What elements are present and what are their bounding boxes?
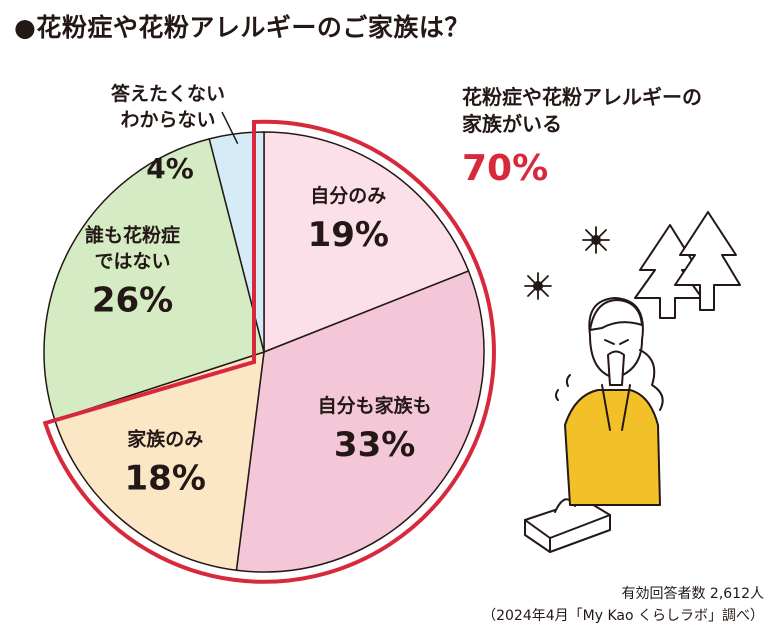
footer-note: 有効回答者数 2,612人 （2024年4月「My Kao くらしラボ」調べ）	[482, 583, 764, 627]
slice-value-label: 33%	[334, 425, 415, 465]
slice-name-label: わからない	[120, 109, 215, 131]
pollen-icon	[533, 235, 601, 291]
tree-icon	[634, 211, 741, 319]
slice-name-label: ではない	[95, 251, 171, 273]
callout-text: 花粉症や花粉アレルギーの 家族がいる	[462, 84, 762, 138]
slice-value-label: 4%	[146, 152, 194, 185]
slice-name-label: 自分も家族も	[318, 394, 432, 417]
slice-self-and-family	[235, 270, 485, 573]
slice-value-label: 19%	[308, 215, 389, 255]
callout-text-line2: 家族がいる	[462, 112, 562, 136]
slice-name-label: 答えたくない	[111, 82, 225, 105]
slice-value-label: 18%	[125, 458, 206, 498]
pie-slices	[43, 131, 485, 573]
slice-name-label: 家族のみ	[127, 427, 203, 450]
source-text: （2024年4月「My Kao くらしラボ」調べ）	[482, 608, 764, 624]
tissue-box-icon	[524, 498, 611, 553]
slice-name-label: 誰も花粉症	[85, 224, 180, 247]
highlight-outline	[42, 119, 496, 584]
callout-text-line1: 花粉症や花粉アレルギーの	[462, 85, 702, 109]
person-icon	[555, 297, 664, 506]
sneezing-person-illustration	[524, 211, 741, 553]
slice-self-only	[263, 131, 470, 354]
slice-unknown	[208, 131, 265, 353]
slice-value-label: 26%	[92, 281, 173, 321]
sample-size-text: 有効回答者数 2,612人	[621, 586, 764, 602]
callout-value: 70%	[462, 148, 549, 189]
slice-nobody	[43, 137, 265, 421]
leader-line	[221, 111, 239, 144]
page-title: ●花粉症や花粉アレルギーのご家族は？	[14, 13, 470, 42]
slice-name-label: 自分のみ	[310, 184, 386, 207]
